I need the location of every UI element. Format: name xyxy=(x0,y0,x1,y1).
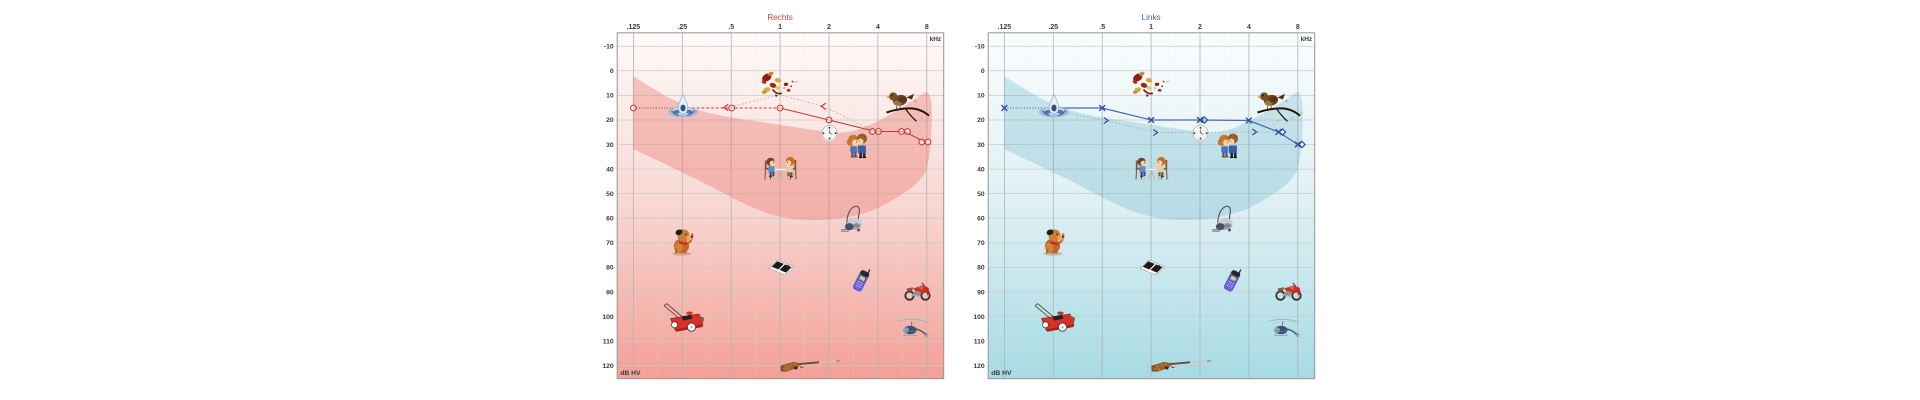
svg-text:Links: Links xyxy=(1142,13,1161,22)
svg-text:Rechts: Rechts xyxy=(767,13,792,22)
